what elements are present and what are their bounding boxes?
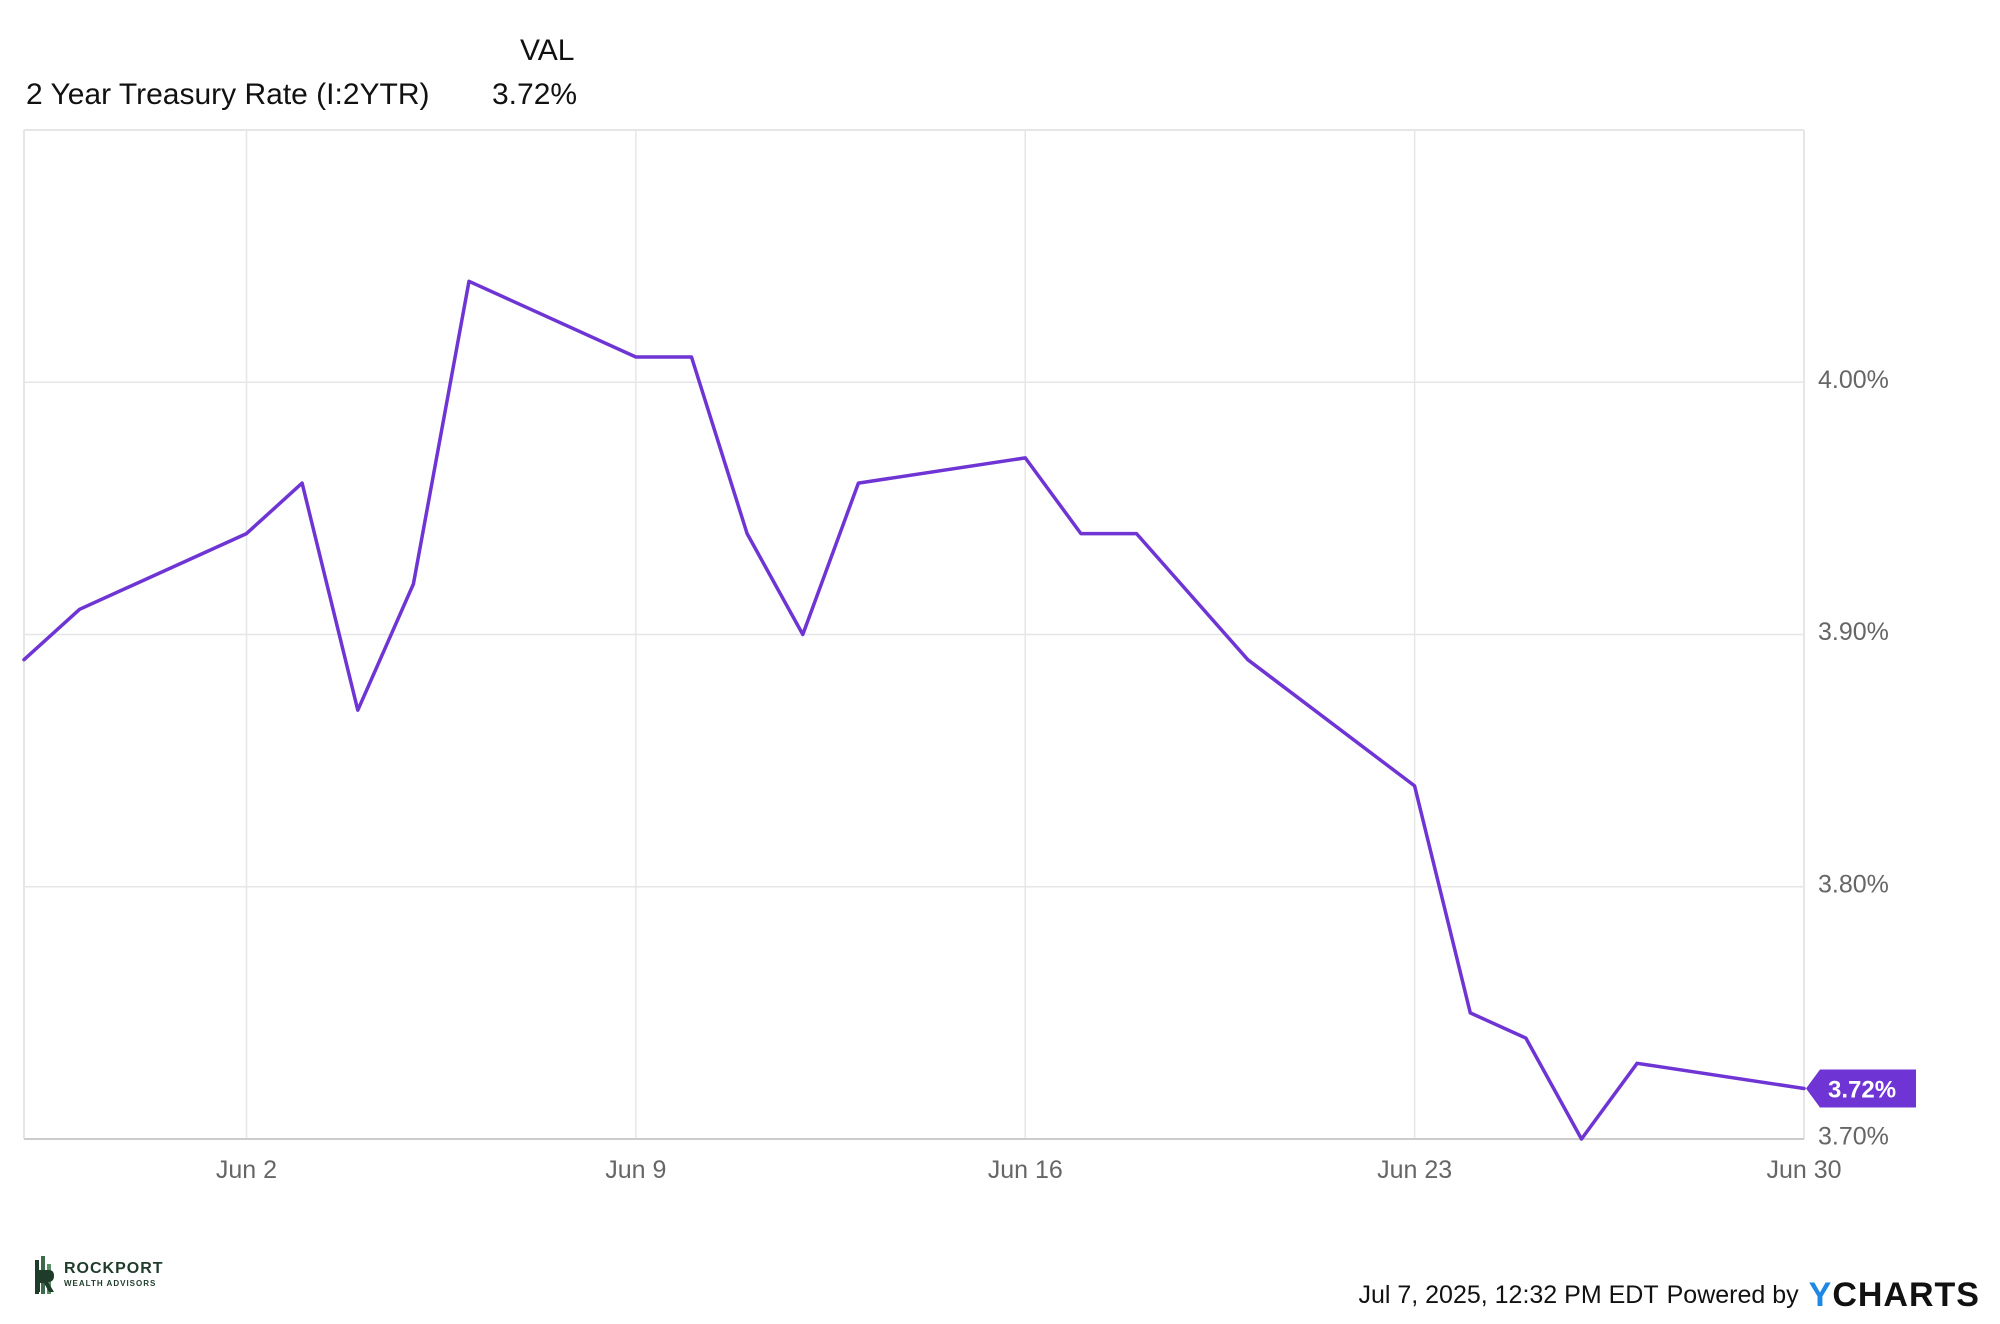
footer-powered-by: Powered by — [1666, 1281, 1799, 1309]
footer-timestamp: Jul 7, 2025, 12:32 PM EDT — [1358, 1281, 1659, 1309]
last-value-badge: 3.72% — [1806, 1069, 1916, 1108]
last-value-badge-shape — [1806, 1069, 1916, 1108]
rockport-name: ROCKPORT — [64, 1259, 164, 1277]
x-tick-label: Jun 9 — [605, 1156, 666, 1184]
rockport-mark-icon — [35, 1256, 54, 1294]
chart-footer: Jul 7, 2025, 12:32 PM EDT Powered by YCH… — [1358, 1276, 1980, 1315]
x-tick-label: Jun 16 — [988, 1156, 1063, 1184]
ycharts-logo-text: CHARTS — [1832, 1276, 1980, 1314]
legend-series-name[interactable]: 2 Year Treasury Rate (I:2YTR) — [26, 78, 430, 111]
legend-series-value: 3.72% — [492, 78, 578, 111]
rockport-logo: ROCKPORT WEALTH ADVISORS — [34, 1252, 234, 1296]
y-tick-label: 4.00% — [1818, 366, 1889, 394]
x-tick-label: Jun 23 — [1377, 1156, 1452, 1184]
y-tick-label: 3.70% — [1818, 1123, 1889, 1151]
x-tick-label: Jun 30 — [1766, 1156, 1841, 1184]
ycharts-logo[interactable]: YCHARTS — [1809, 1276, 1980, 1315]
series-line-2ytr — [22, 279, 1806, 1141]
last-value-badge-text: 3.72% — [1828, 1077, 1896, 1104]
legend: VAL 2 Year Treasury Rate (I:2YTR) 3.72% — [0, 0, 600, 130]
horizontal-gridlines — [24, 381, 1804, 888]
x-tick-label: Jun 2 — [216, 1156, 277, 1184]
y-tick-label: 3.80% — [1818, 870, 1889, 898]
x-axis-ticks: Jun 2 Jun 9 Jun 16 Jun 23 Jun 30 — [216, 1156, 1842, 1184]
y-tick-label: 3.90% — [1818, 618, 1889, 646]
legend-header: VAL — [520, 34, 575, 67]
ycharts-logo-y: Y — [1808, 1276, 1833, 1314]
rockport-subtitle: WEALTH ADVISORS — [64, 1278, 157, 1288]
y-axis-ticks: 4.00% 3.90% 3.80% 3.70% — [1818, 366, 1889, 1151]
